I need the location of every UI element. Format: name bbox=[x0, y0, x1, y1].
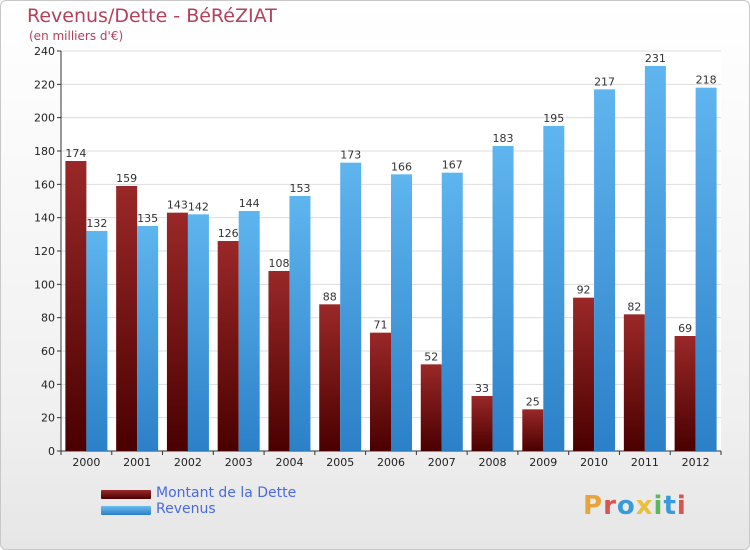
x-tick-label: 2012 bbox=[682, 456, 710, 469]
y-tick-label: 200 bbox=[34, 112, 55, 125]
value-label-dette: 126 bbox=[218, 227, 239, 240]
bar-dette bbox=[268, 271, 290, 451]
y-tick-label: 120 bbox=[34, 245, 55, 258]
value-label-dette: 52 bbox=[424, 350, 438, 363]
bar-dette bbox=[319, 304, 341, 451]
value-label-dette: 69 bbox=[678, 322, 692, 335]
bar-revenus bbox=[340, 162, 362, 451]
bar-revenus bbox=[441, 172, 463, 451]
y-tick-label: 140 bbox=[34, 212, 55, 225]
value-label-revenus: 153 bbox=[289, 182, 310, 195]
logo-letter: r bbox=[603, 491, 617, 521]
value-label-dette: 88 bbox=[323, 290, 337, 303]
value-label-revenus: 132 bbox=[86, 217, 107, 230]
value-label-dette: 174 bbox=[65, 147, 86, 160]
value-label-revenus: 218 bbox=[696, 74, 717, 87]
y-tick-label: 240 bbox=[34, 45, 55, 58]
value-label-dette: 33 bbox=[475, 382, 489, 395]
x-tick-label: 2003 bbox=[225, 456, 253, 469]
y-tick-label: 0 bbox=[48, 445, 55, 458]
bar-dette bbox=[522, 409, 544, 451]
value-label-revenus: 231 bbox=[645, 52, 666, 65]
y-tick-label: 100 bbox=[34, 278, 55, 291]
y-tick-label: 80 bbox=[41, 312, 55, 325]
y-tick-label: 180 bbox=[34, 145, 55, 158]
y-tick-label: 20 bbox=[41, 412, 55, 425]
chart-subtitle: (en milliers d'€) bbox=[29, 29, 124, 43]
x-tick-label: 2010 bbox=[580, 456, 608, 469]
bar-dette bbox=[116, 186, 138, 451]
x-tick-label: 2001 bbox=[123, 456, 151, 469]
value-label-revenus: 142 bbox=[188, 200, 209, 213]
value-label-revenus: 144 bbox=[239, 197, 260, 210]
x-tick-label: 2005 bbox=[326, 456, 354, 469]
bar-dette bbox=[166, 212, 188, 451]
bar-revenus bbox=[543, 126, 565, 451]
x-tick-label: 2007 bbox=[428, 456, 456, 469]
y-tick-label: 60 bbox=[41, 345, 55, 358]
logo-letter: P bbox=[583, 491, 604, 521]
logo-letter: i bbox=[653, 491, 664, 521]
x-tick-label: 2009 bbox=[529, 456, 557, 469]
bar-dette bbox=[370, 332, 391, 451]
bar-dette bbox=[65, 161, 87, 451]
value-label-dette: 108 bbox=[268, 257, 289, 270]
value-label-dette: 25 bbox=[526, 395, 540, 408]
bar-revenus bbox=[492, 146, 514, 451]
value-label-revenus: 173 bbox=[340, 149, 361, 162]
bar-dette bbox=[573, 297, 595, 451]
bar-dette bbox=[471, 396, 493, 451]
logo-letter: o bbox=[616, 491, 636, 521]
value-label-revenus: 135 bbox=[137, 212, 158, 225]
bar-revenus bbox=[391, 174, 412, 452]
value-label-dette: 159 bbox=[116, 172, 137, 185]
bar-revenus bbox=[238, 211, 260, 451]
bar-revenus bbox=[289, 196, 311, 451]
logo-letter: t bbox=[663, 491, 677, 521]
bar-revenus bbox=[86, 231, 108, 451]
x-tick-label: 2011 bbox=[631, 456, 659, 469]
logo-letter: x bbox=[635, 491, 654, 521]
value-label-dette: 92 bbox=[577, 284, 591, 297]
bar-revenus bbox=[644, 66, 666, 451]
bar-revenus bbox=[137, 226, 159, 451]
bar-dette bbox=[674, 336, 696, 451]
bar-revenus bbox=[594, 89, 616, 451]
bar-revenus bbox=[695, 87, 717, 452]
value-label-dette: 71 bbox=[374, 319, 388, 332]
bar-dette bbox=[217, 241, 239, 451]
bar-dette bbox=[623, 314, 645, 451]
value-label-dette: 143 bbox=[167, 199, 188, 212]
y-tick-label: 160 bbox=[34, 178, 55, 191]
bar-dette bbox=[420, 364, 442, 451]
x-tick-label: 2004 bbox=[275, 456, 303, 469]
x-tick-label: 2008 bbox=[479, 456, 507, 469]
bar-chart: 0 20 40 60 80 100 120 140 160 180 200 220 240 174 132 2… bbox=[34, 45, 722, 469]
value-label-revenus: 167 bbox=[442, 159, 463, 172]
legend-swatch-revenus bbox=[101, 506, 151, 515]
value-label-dette: 82 bbox=[627, 300, 641, 313]
bar-revenus bbox=[187, 214, 209, 451]
x-tick-label: 2000 bbox=[72, 456, 100, 469]
legend-label-revenus: Revenus bbox=[156, 501, 216, 517]
legend-label-dette: Montant de la Dette bbox=[156, 485, 297, 501]
value-label-revenus: 183 bbox=[493, 132, 514, 145]
value-label-revenus: 166 bbox=[391, 160, 412, 173]
x-tick-label: 2006 bbox=[377, 456, 405, 469]
x-tick-label: 2002 bbox=[174, 456, 202, 469]
proxiti-logo: Proxiti bbox=[583, 491, 687, 521]
value-label-revenus: 195 bbox=[543, 112, 564, 125]
legend-swatch-dette bbox=[101, 490, 151, 499]
value-label-revenus: 217 bbox=[594, 75, 615, 88]
logo-letter: i bbox=[676, 491, 687, 521]
chart-title: Revenus/Dette - BéRéZIAT bbox=[27, 5, 277, 27]
y-tick-label: 220 bbox=[34, 78, 55, 91]
y-tick-label: 40 bbox=[41, 378, 55, 391]
